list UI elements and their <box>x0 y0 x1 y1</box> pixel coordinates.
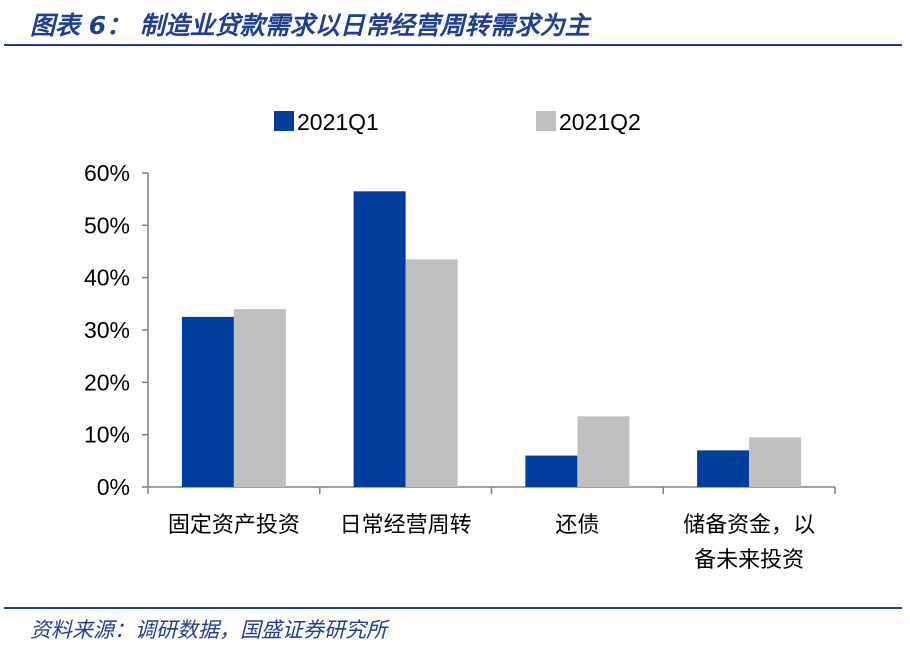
bar-2021q1 <box>697 450 750 487</box>
bar-2021q2 <box>405 259 458 487</box>
y-tick-label: 10% <box>84 422 130 448</box>
bar-2021q2 <box>577 416 630 487</box>
y-tick-label: 20% <box>84 369 130 395</box>
x-category-label: 还债 <box>555 513 599 538</box>
legend-swatch <box>274 111 294 131</box>
bar-2021q1 <box>181 316 234 487</box>
y-tick-label: 50% <box>84 212 130 238</box>
y-tick-label: 30% <box>84 317 130 343</box>
legend-label: 2021Q1 <box>297 109 379 135</box>
bar-2021q1 <box>353 191 406 488</box>
y-tick-label: 40% <box>84 265 130 291</box>
bar-2021q2 <box>233 309 286 487</box>
y-tick-label: 0% <box>97 474 130 500</box>
x-category-label: 固定资产投资 <box>168 513 300 538</box>
y-axis: 0% 10% 20% 30% 40% 50% 60% <box>84 160 149 500</box>
legend-label: 2021Q2 <box>559 109 641 135</box>
source-divider <box>4 607 902 609</box>
figure-title: 图表 6： 制造业贷款需求以日常经营周转需求为主 <box>30 11 590 40</box>
title-divider <box>4 44 902 46</box>
source-note: 资料来源：调研数据，国盛证券研究所 <box>30 618 387 642</box>
y-tick-label: 60% <box>84 160 130 186</box>
legend-swatch <box>536 111 556 131</box>
x-category-label: 备未来投资 <box>694 548 804 573</box>
x-category-label: 日常经营周转 <box>340 513 472 538</box>
bar-group <box>181 191 802 488</box>
x-category-label: 储备资金，以 <box>683 513 815 538</box>
bar-2021q1 <box>525 455 578 487</box>
bar-2021q2 <box>749 437 802 487</box>
chart-legend: 2021Q1 2021Q2 <box>274 109 641 135</box>
